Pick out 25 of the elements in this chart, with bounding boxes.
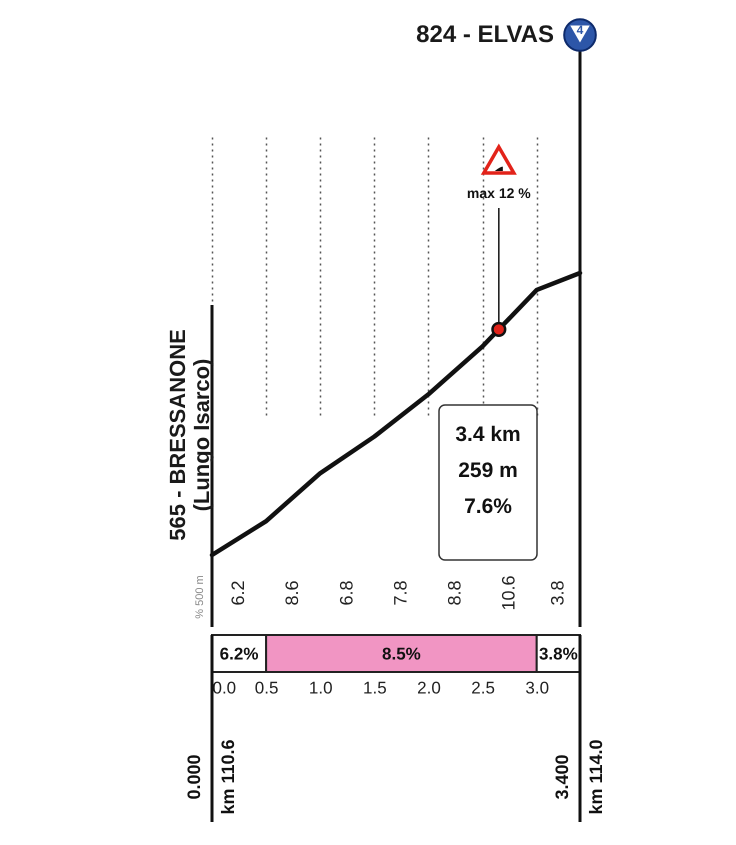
text: 6.8 bbox=[336, 580, 356, 606]
text: 8.6 bbox=[282, 580, 302, 606]
text: 10.6 bbox=[498, 575, 519, 611]
x-tick-label: 2.5 bbox=[471, 678, 495, 698]
text: 6.2% bbox=[220, 644, 258, 664]
text: 3.400 km 114.0 bbox=[552, 739, 606, 815]
ref-line-label: 565 - BRESSANONE (Lungo Isarco) bbox=[165, 329, 214, 541]
text: 8.5% bbox=[382, 644, 421, 664]
ref-line-label: 824 - ELVAS bbox=[416, 21, 554, 48]
x-tick-label: 1.0 bbox=[308, 678, 333, 698]
x-tick-label: 2.0 bbox=[417, 678, 441, 698]
x-tick-label: 0.5 bbox=[254, 678, 278, 698]
text: 3.8% bbox=[538, 644, 578, 664]
text: 6.2 bbox=[228, 580, 248, 606]
text: 0.000 km 110.6 bbox=[184, 739, 238, 815]
text: 8.8 bbox=[444, 580, 465, 606]
annotation: max 12 % bbox=[466, 185, 532, 201]
x-tick-label: 0.0 bbox=[212, 678, 236, 698]
annotation: 3.4 km 259 m 7.6% bbox=[455, 423, 521, 518]
text: % 500 m bbox=[194, 575, 206, 619]
text: 7.8 bbox=[390, 580, 410, 606]
text: 4 bbox=[576, 23, 584, 37]
text: 3.8 bbox=[547, 580, 568, 606]
x-tick-label: 3.0 bbox=[525, 678, 550, 698]
x-tick-label: 1.5 bbox=[363, 678, 387, 698]
